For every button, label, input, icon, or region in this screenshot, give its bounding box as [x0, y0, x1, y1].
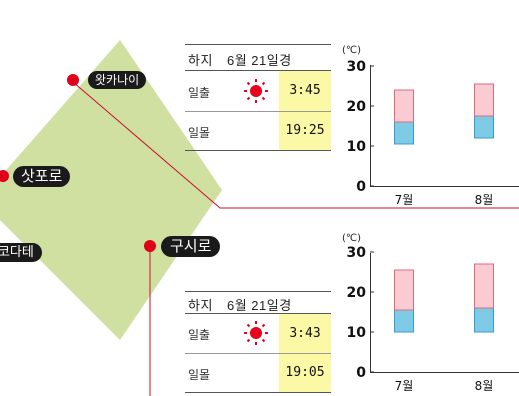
city-label-sapporo: 삿포로 — [13, 166, 71, 187]
sunset-label: 일몰 — [188, 368, 211, 382]
bar-high-segment-1 — [394, 269, 414, 311]
y-tick-label: 0 — [356, 179, 366, 195]
date-label: 6월 21일경 — [227, 53, 292, 68]
solar-table-bottom: 하지 6월 21일경 일출 일몰 3:43 19:05 — [185, 291, 331, 396]
y-tick-label: 0 — [356, 365, 366, 381]
table-grid-top — [185, 44, 331, 151]
solstice-label: 하지 — [188, 53, 213, 68]
sunrise-label: 일출 — [188, 86, 211, 100]
bar-low-segment-1 — [394, 121, 414, 145]
sunset-label: 일몰 — [188, 126, 211, 140]
sunset-time: 19:25 — [279, 112, 331, 150]
x-tick-label: 8월 — [475, 193, 494, 207]
bar-high-segment-2 — [474, 263, 494, 309]
y-ticks-bottom: 30 20 10 0 — [347, 245, 374, 381]
y-tick-label: 30 — [347, 245, 367, 261]
sapporo-pin-icon — [0, 170, 9, 182]
bar-low-segment-1 — [394, 309, 414, 333]
bar-high-segment-2 — [474, 83, 494, 117]
table-grid-bottom — [185, 291, 331, 393]
y-tick-label: 20 — [347, 99, 367, 115]
x-tick-label: 8월 — [475, 379, 494, 393]
y-tick-label: 10 — [347, 139, 367, 155]
bar-high-segment-1 — [394, 89, 414, 123]
hokkaido-land — [0, 40, 222, 340]
y-tick-label: 20 — [347, 285, 367, 301]
crescent-moon-icon — [249, 361, 269, 384]
sun-icon — [244, 321, 268, 345]
bars-top — [394, 83, 494, 145]
wakkanai-pin-icon — [67, 74, 79, 86]
bar-low-segment-2 — [474, 115, 494, 139]
sunset-time: 19:05 — [279, 354, 331, 392]
chart-unit-top: (℃) — [342, 45, 361, 56]
temperature-chart-top: (℃) 30 20 10 0 7월 8월 — [342, 45, 519, 207]
x-tick-label: 7월 — [395, 193, 414, 207]
x-labels-top: 7월 8월 — [395, 193, 494, 207]
date-label: 6월 21일경 — [227, 298, 292, 313]
sunrise-time: 3:43 — [279, 314, 331, 353]
solstice-label: 하지 — [188, 298, 213, 313]
sun-icon — [244, 79, 268, 103]
temperature-chart-bottom: (℃) 30 20 10 0 7월 8월 — [342, 233, 519, 393]
y-tick-label: 30 — [347, 59, 367, 75]
sunrise-label: 일출 — [188, 328, 211, 342]
x-tick-label: 7월 — [395, 379, 414, 393]
bar-low-segment-2 — [474, 307, 494, 333]
kushiro-pin-icon — [144, 240, 156, 252]
city-label-wakkanai: 왓카나이 — [88, 71, 147, 89]
city-label-hakodate: 하코다테 — [0, 243, 42, 262]
chart-unit-bottom: (℃) — [342, 233, 361, 244]
x-labels-bottom: 7월 8월 — [395, 379, 494, 393]
y-ticks-top: 30 20 10 0 — [347, 59, 374, 195]
wakkanai-connector-line — [72, 81, 519, 209]
sunrise-time: 3:45 — [279, 71, 331, 111]
bars-bottom — [394, 263, 494, 333]
solar-table-top: 하지 6월 21일경 일출 일몰 3:45 19:25 — [185, 44, 331, 152]
y-tick-label: 10 — [347, 325, 367, 341]
crescent-moon-icon — [249, 119, 269, 142]
city-label-kushiro: 구시로 — [161, 236, 221, 257]
